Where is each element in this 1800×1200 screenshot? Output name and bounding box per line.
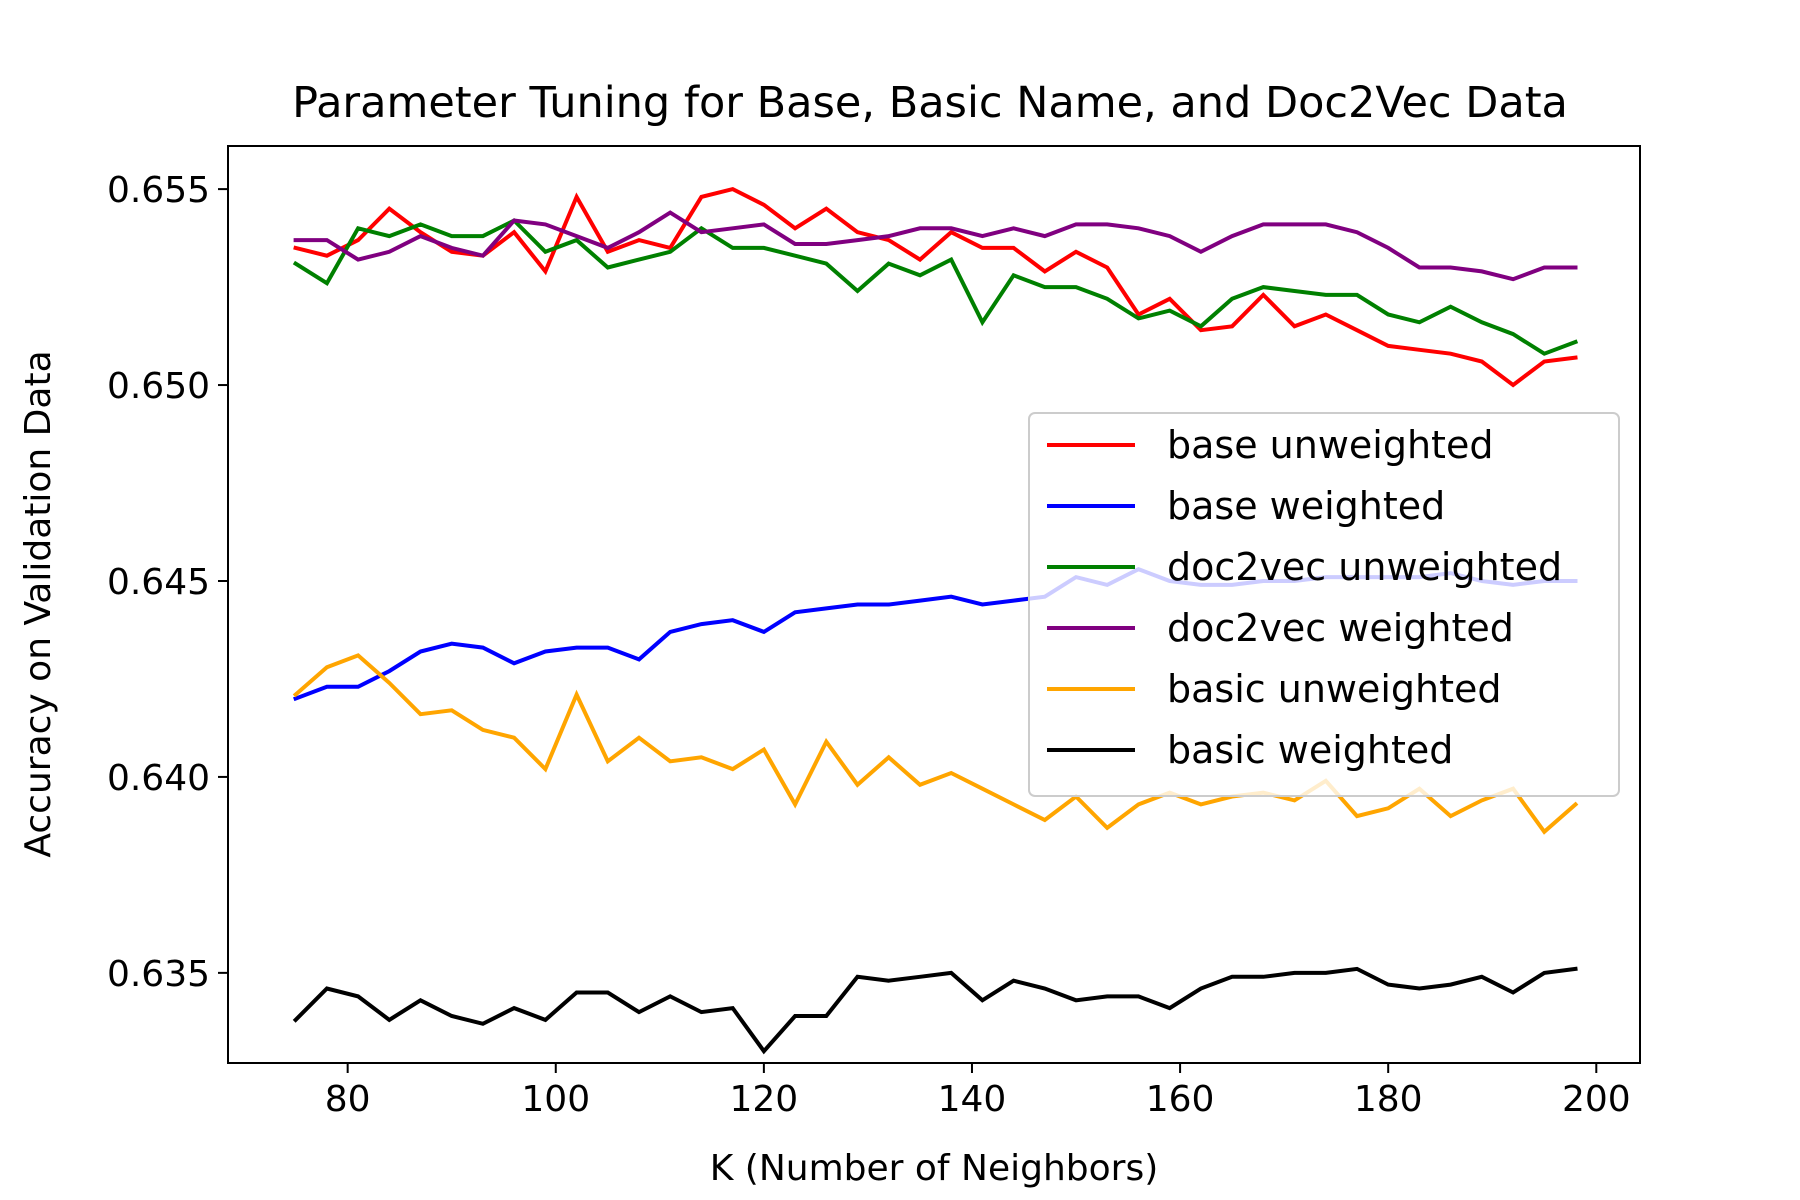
series-line-5 — [292, 966, 1578, 1055]
legend-label-4: basic unweighted — [1167, 667, 1502, 711]
y-tick-label: 0.635 — [107, 954, 210, 995]
x-axis-title: K (Number of Neighbors) — [710, 1148, 1159, 1189]
x-tick-label: 140 — [938, 1079, 1007, 1120]
y-tick-label: 0.650 — [107, 366, 210, 407]
legend-label-1: base weighted — [1167, 484, 1445, 528]
x-tick-label: 120 — [730, 1079, 799, 1120]
y-tick-label: 0.655 — [107, 170, 210, 211]
legend-label-5: basic weighted — [1167, 728, 1453, 772]
x-tick-label: 200 — [1562, 1079, 1631, 1120]
legend-box — [1028, 412, 1620, 797]
x-tick-label: 80 — [325, 1079, 371, 1120]
legend-label-2: doc2vec unweighted — [1167, 545, 1562, 589]
series-line-0 — [293, 186, 1578, 388]
legend: base unweighted base weighted doc2vec unwe… — [1028, 412, 1620, 797]
series-line-2 — [292, 218, 1579, 356]
y-tick-label: 0.640 — [107, 758, 210, 799]
plot-area-frame — [227, 145, 1641, 1064]
chart-title: Parameter Tuning for Base, Basic Name, a… — [292, 78, 1568, 128]
y-axis-title: Accuracy on Validation Data — [18, 350, 59, 857]
x-tick-label: 100 — [521, 1079, 590, 1120]
legend-label-3: doc2vec weighted — [1167, 606, 1514, 650]
x-tick-label: 160 — [1146, 1079, 1215, 1120]
y-tick-label: 0.645 — [107, 562, 210, 603]
legend-items: base unweighted base weighted doc2vec unwe… — [1047, 423, 1562, 772]
series-line-3 — [293, 210, 1578, 282]
y-axis: 0.635 0.640 0.645 0.650 0.655 — [107, 170, 228, 995]
series-line-4 — [292, 653, 1579, 835]
series-layer — [292, 186, 1579, 1055]
legend-label-0: base unweighted — [1167, 423, 1493, 467]
x-tick-label: 180 — [1354, 1079, 1423, 1120]
x-axis: 80 100 120 140 160 180 200 — [325, 1063, 1631, 1120]
